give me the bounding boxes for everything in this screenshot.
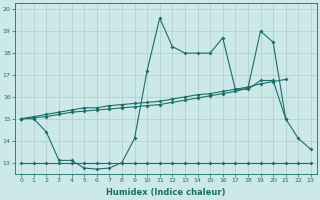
X-axis label: Humidex (Indice chaleur): Humidex (Indice chaleur) (106, 188, 226, 197)
